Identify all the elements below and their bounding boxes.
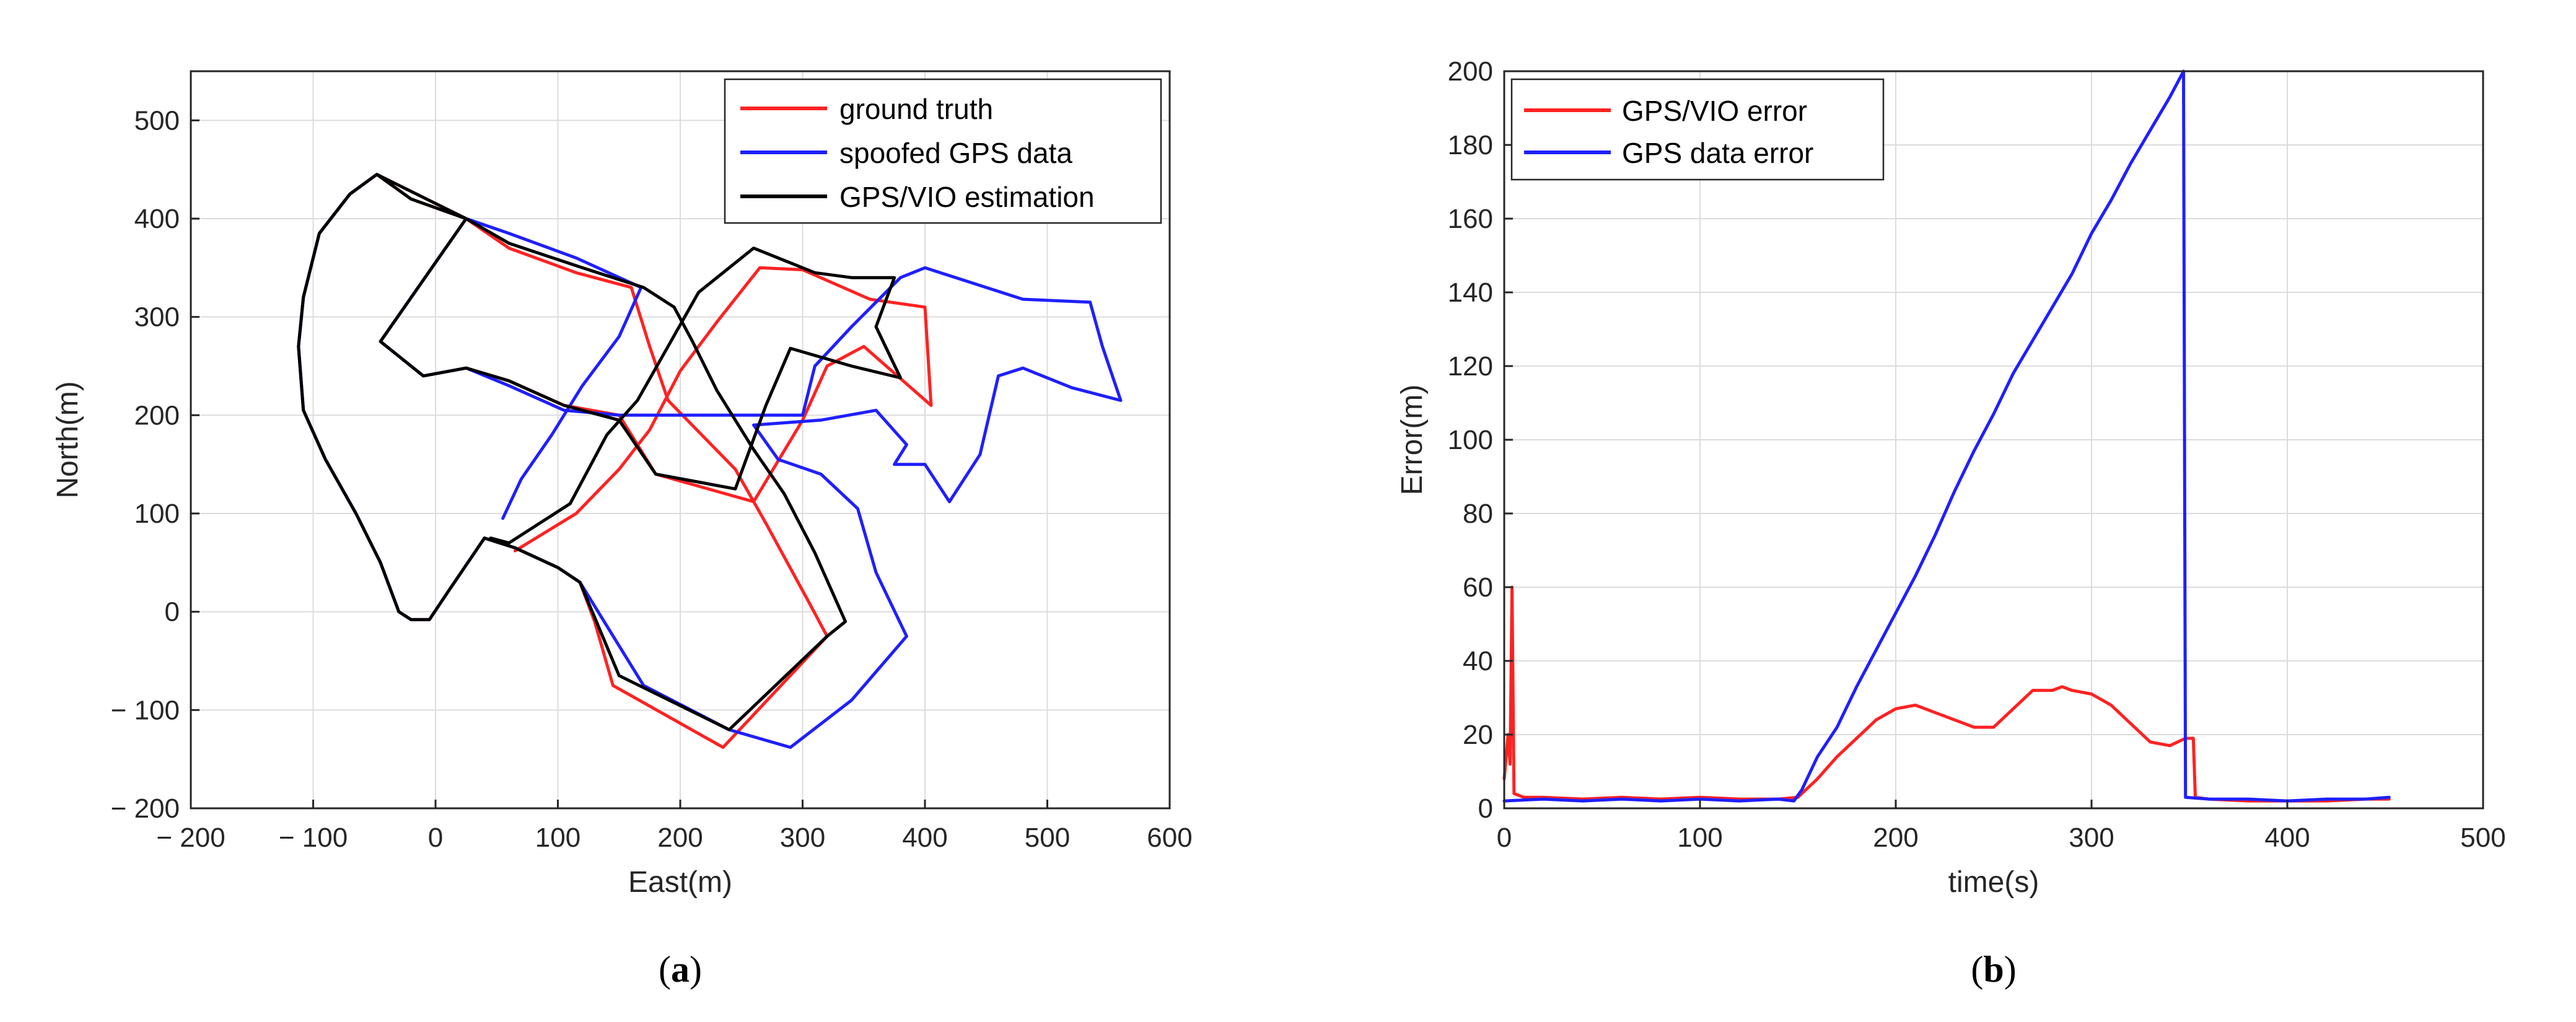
x-tick-label: 500 [1025,823,1070,853]
ticks-a: − 200 − 100 0 100 200 300 400 500 600 − 200 − 100 0… [111,105,1193,853]
legend-b: GPS/VIO error GPS data error [1510,78,1885,181]
x-tick-label: 600 [1147,823,1192,853]
series-lines-a [297,173,1123,749]
x-tick-label: 200 [657,823,703,853]
y-tick-label: 500 [134,105,180,136]
y-tick-label: 80 [1463,499,1493,529]
legend-box-b [1510,78,1885,181]
x-tick-label: 0 [1497,823,1512,853]
x-tick-label: − 100 [279,823,348,853]
series-lines-b [1502,69,2391,803]
legend-label-gps-vio-error: GPS/VIO error [1622,95,1807,127]
y-tick-label: 0 [165,597,180,627]
y-tick-label: 180 [1448,130,1493,160]
x-axis-label-b: time(s) [1948,866,2039,899]
y-tick-label: 100 [1448,425,1493,455]
x-tick-label: 300 [2069,823,2114,853]
legend-label-gps-data-error: GPS data error [1622,137,1813,169]
y-tick-label: 300 [134,302,180,333]
y-tick-label: 140 [1448,277,1493,308]
ticks-b: 0 100 200 300 400 500 0 20 40 60 80 100 120 140 160 180… [1448,56,2506,853]
legend-a: ground truth spoofed GPS data GPS/VIO es… [724,78,1162,224]
caption-a: (a) [659,949,702,990]
x-tick-label: 400 [902,823,947,853]
y-axis-label-a: North(m) [51,381,84,498]
x-tick-label: 100 [1677,823,1722,853]
legend-label-spoofed-gps: spoofed GPS data [839,137,1072,169]
series-line-a-gps-vio-estimation [297,173,902,732]
y-tick-label: 40 [1463,646,1493,676]
y-tick-label: 0 [1478,793,1493,824]
y-tick-label: 20 [1463,720,1493,750]
y-tick-label: 100 [134,499,180,529]
y-tick-label: 400 [134,204,180,234]
caption-b: (b) [1971,949,2016,990]
x-tick-label: 0 [428,823,443,853]
x-tick-label: 100 [535,823,580,853]
y-tick-label: 120 [1448,351,1493,382]
x-tick-label: 500 [2460,823,2505,853]
y-tick-label: − 200 [111,793,180,824]
x-tick-label: 200 [1873,823,1918,853]
series-line-b-gps-vio-error [1502,585,2391,803]
legend-label-ground-truth: ground truth [839,93,993,125]
legend-label-gps-vio-estimation: GPS/VIO estimation [839,181,1095,213]
x-tick-label: − 200 [156,823,225,853]
y-tick-label: 200 [134,400,180,430]
y-tick-label: − 100 [111,695,180,725]
y-tick-label: 160 [1448,204,1493,234]
y-tick-label: 60 [1463,572,1493,603]
chart-b: 0 100 200 300 400 500 0 20 40 60 80 100 120 140 160 180… [1396,56,2506,990]
x-axis-label-a: East(m) [628,866,732,899]
x-tick-label: 400 [2264,823,2310,853]
series-line-b-gps-data-error [1502,69,2391,803]
y-tick-label: 200 [1448,56,1493,87]
chart-a: − 200 − 100 0 100 200 300 400 500 600 − 200 − 100 0… [51,70,1193,990]
y-axis-label-b: Error(m) [1396,385,1429,496]
x-tick-label: 300 [780,823,825,853]
